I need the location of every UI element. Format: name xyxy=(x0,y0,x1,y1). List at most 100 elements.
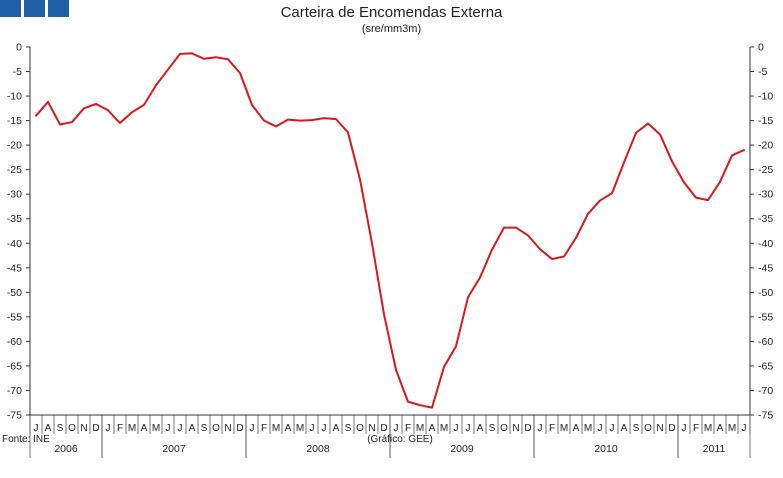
y-tick-label-right: -10 xyxy=(758,91,773,103)
y-tick-label-left: -35 xyxy=(7,213,22,225)
y-tick-label-right: -5 xyxy=(758,66,767,78)
month-label: J xyxy=(106,423,111,434)
logo-square xyxy=(24,0,45,17)
month-label: M xyxy=(272,423,280,434)
y-tick-label-left: 0 xyxy=(16,42,22,54)
month-label: S xyxy=(57,423,64,434)
logo-square xyxy=(48,0,69,17)
month-label: M xyxy=(704,423,712,434)
year-label: 2006 xyxy=(54,443,78,455)
month-label: J xyxy=(598,423,603,434)
month-label: F xyxy=(117,423,123,434)
month-label: O xyxy=(356,423,364,434)
y-tick-label-right: -35 xyxy=(758,213,773,225)
y-tick-label-left: -20 xyxy=(7,140,22,152)
month-label: M xyxy=(128,423,136,434)
month-label: A xyxy=(45,423,52,434)
month-label: M xyxy=(152,423,160,434)
month-label: M xyxy=(584,423,592,434)
y-tick-label-left: -45 xyxy=(7,262,22,274)
y-tick-label-left: -30 xyxy=(7,189,22,201)
y-tick-label-right: -50 xyxy=(758,287,773,299)
month-label: D xyxy=(380,423,387,434)
month-label: J xyxy=(250,423,255,434)
month-label: D xyxy=(668,423,675,434)
y-tick-label-left: -70 xyxy=(7,385,22,397)
month-label: F xyxy=(261,423,267,434)
source-note: Fonte: INE xyxy=(2,434,50,445)
month-label: A xyxy=(477,423,484,434)
month-label: J xyxy=(454,423,459,434)
y-tick-label-right: -65 xyxy=(758,360,773,372)
month-label: J xyxy=(394,423,399,434)
year-label: 2007 xyxy=(162,443,186,455)
y-tick-label-left: -40 xyxy=(7,238,22,250)
year-label: 2009 xyxy=(450,443,474,455)
month-label: D xyxy=(92,423,99,434)
chart-title: Carteira de Encomendas Externa xyxy=(280,4,503,21)
y-tick-label-left: -5 xyxy=(13,66,22,78)
y-tick-label-right: -20 xyxy=(758,140,773,152)
y-tick-label-left: -25 xyxy=(7,164,22,176)
month-label: M xyxy=(560,423,568,434)
month-label: J xyxy=(742,423,747,434)
month-label: N xyxy=(80,423,87,434)
y-tick-label-right: -75 xyxy=(758,410,773,422)
month-label: A xyxy=(189,423,196,434)
month-label: J xyxy=(322,423,327,434)
month-label: F xyxy=(549,423,555,434)
y-tick-label-right: 0 xyxy=(758,42,764,54)
month-label: A xyxy=(621,423,628,434)
month-label: J xyxy=(466,423,471,434)
logo xyxy=(0,0,69,17)
year-label: 2010 xyxy=(594,443,618,455)
month-label: J xyxy=(310,423,315,434)
year-label: 2011 xyxy=(703,443,726,455)
month-label: S xyxy=(489,423,496,434)
month-label: F xyxy=(693,423,699,434)
month-label: M xyxy=(440,423,448,434)
logo-square xyxy=(0,0,21,17)
month-label: M xyxy=(728,423,736,434)
y-tick-label-right: -70 xyxy=(758,385,773,397)
month-label: J xyxy=(178,423,183,434)
chart-subtitle: (sre/mm3m) xyxy=(361,23,422,35)
y-tick-label-left: -15 xyxy=(7,115,22,127)
month-label: S xyxy=(633,423,640,434)
month-label: N xyxy=(224,423,231,434)
month-label: A xyxy=(141,423,148,434)
month-label: M xyxy=(416,423,424,434)
y-tick-label-right: -40 xyxy=(758,238,773,250)
month-label: N xyxy=(656,423,663,434)
month-label: S xyxy=(345,423,352,434)
y-tick-label-left: -50 xyxy=(7,287,22,299)
year-label: 2008 xyxy=(306,443,330,455)
month-label: O xyxy=(68,423,76,434)
y-tick-label-right: -25 xyxy=(758,164,773,176)
month-label: O xyxy=(500,423,508,434)
y-tick-label-left: -65 xyxy=(7,360,22,372)
month-label: J xyxy=(682,423,687,434)
month-label: D xyxy=(524,423,531,434)
month-label: J xyxy=(34,423,39,434)
y-tick-label-left: -60 xyxy=(7,336,22,348)
month-label: A xyxy=(285,423,292,434)
month-label: O xyxy=(212,423,220,434)
month-label: D xyxy=(236,423,243,434)
y-tick-label-left: -75 xyxy=(7,410,22,422)
month-label: J xyxy=(166,423,171,434)
month-label: A xyxy=(717,423,724,434)
y-tick-label-right: -60 xyxy=(758,336,773,348)
y-tick-label-right: -45 xyxy=(758,262,773,274)
y-tick-label-left: -55 xyxy=(7,311,22,323)
month-label: F xyxy=(405,423,411,434)
y-tick-label-left: -10 xyxy=(7,91,22,103)
month-label: A xyxy=(429,423,436,434)
y-tick-label-right: -15 xyxy=(758,115,773,127)
month-label: N xyxy=(368,423,375,434)
graphic-credit: (Gráfico: GEE) xyxy=(367,434,433,445)
y-tick-label-right: -30 xyxy=(758,189,773,201)
month-label: A xyxy=(573,423,580,434)
month-label: J xyxy=(610,423,615,434)
